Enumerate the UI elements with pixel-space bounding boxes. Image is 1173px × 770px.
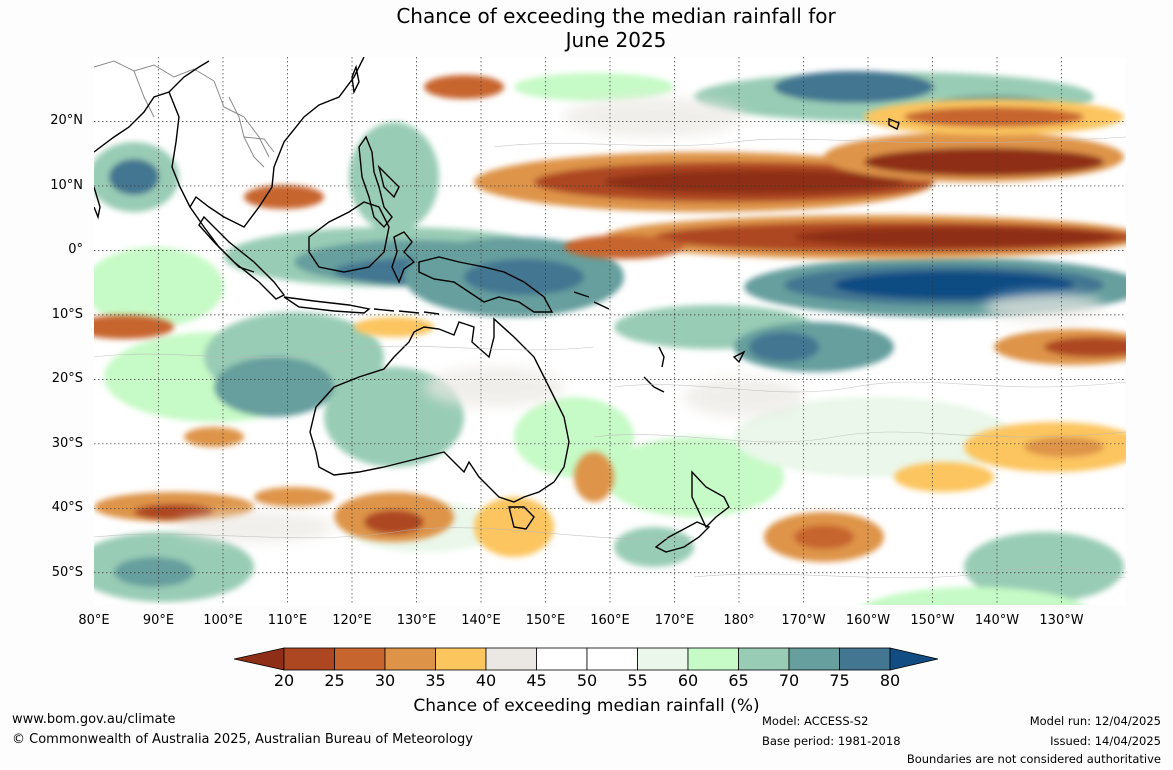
colorbar-tick-label: 20 bbox=[273, 671, 295, 690]
lat-label: 40°S bbox=[51, 500, 83, 516]
title-line-1: Chance of exceeding the median rainfall … bbox=[396, 4, 836, 28]
colorbar-segment bbox=[485, 647, 537, 671]
lat-label: 20°N bbox=[50, 113, 83, 129]
lon-label: 140°W bbox=[974, 613, 1020, 628]
lon-label: 90°E bbox=[142, 613, 175, 628]
colorbar-segment bbox=[536, 647, 588, 671]
lon-label: 170°W bbox=[781, 613, 826, 628]
colorbar-tick-label: 35 bbox=[425, 671, 446, 690]
colorbar-tick-label: 60 bbox=[677, 671, 699, 690]
colorbar-tick-label: 70 bbox=[778, 671, 800, 690]
lon-label: 100°E bbox=[203, 613, 243, 628]
colorbar-segment bbox=[586, 647, 638, 671]
lon-label: 140°E bbox=[461, 613, 501, 628]
colorbar-tick-label: 50 bbox=[576, 671, 598, 690]
base-period: Base period: 1981-2018 bbox=[762, 734, 901, 748]
lon-label: 120°E bbox=[332, 613, 372, 628]
map-svg bbox=[94, 57, 1126, 605]
colorbar-segment bbox=[738, 647, 790, 671]
colorbar bbox=[234, 647, 939, 671]
colorbar-segment bbox=[687, 647, 739, 671]
lon-label: 130°E bbox=[396, 613, 437, 628]
lon-label: 160°W bbox=[845, 613, 891, 628]
neutral-layer bbox=[174, 97, 1104, 542]
colorbar-label: Chance of exceeding median rainfall (%) bbox=[413, 696, 760, 716]
model-name: Model: ACCESS-S2 bbox=[762, 714, 869, 728]
lat-label: 30°S bbox=[51, 435, 83, 451]
colorbar-tick-label: 45 bbox=[526, 671, 547, 690]
boundaries-disclaimer: Boundaries are not considered authoritat… bbox=[906, 752, 1161, 766]
contour-lines bbox=[94, 136, 1126, 579]
lon-label: 110°E bbox=[267, 613, 308, 628]
colorbar-tick-label: 65 bbox=[728, 671, 749, 690]
lon-label: 150°E bbox=[525, 613, 566, 628]
colorbar-segment bbox=[334, 647, 386, 671]
country-borders bbox=[94, 60, 275, 168]
colorbar-segment bbox=[435, 647, 487, 671]
lat-label: 50°S bbox=[51, 564, 83, 580]
lon-label: 180° bbox=[723, 613, 755, 628]
gridlines bbox=[94, 57, 1126, 605]
lon-label: 130°W bbox=[1039, 613, 1084, 628]
model-run-date: Model run: 12/04/2025 bbox=[1029, 714, 1161, 728]
lat-label: 0° bbox=[68, 242, 83, 258]
map-title: Chance of exceeding the median rainfall … bbox=[0, 4, 1173, 52]
colorbar-tick-label: 80 bbox=[879, 671, 901, 690]
lat-label: 20°S bbox=[51, 371, 83, 387]
colorbar-tick-label: 55 bbox=[627, 671, 648, 690]
colorbar-tick-label: 25 bbox=[324, 671, 345, 690]
lon-label: 170°E bbox=[654, 613, 695, 628]
lon-label: 150°W bbox=[910, 613, 955, 628]
colorbar-arrow-high bbox=[889, 647, 939, 671]
dry-anomaly-layer bbox=[94, 75, 1126, 562]
colorbar-tick-label: 75 bbox=[829, 671, 850, 690]
issued-date: Issued: 14/04/2025 bbox=[1050, 734, 1161, 748]
lon-label: 160°E bbox=[590, 613, 630, 628]
colorbar-segment bbox=[839, 647, 891, 671]
colorbar-segment bbox=[788, 647, 840, 671]
colorbar-tick-label: 40 bbox=[475, 671, 497, 690]
lat-label: 10°S bbox=[51, 306, 83, 322]
colorbar-tick-label: 30 bbox=[374, 671, 396, 690]
coastlines bbox=[94, 57, 900, 553]
title-line-2: June 2025 bbox=[565, 28, 667, 52]
colorbar-arrow-low bbox=[234, 647, 285, 671]
colorbar-segment bbox=[283, 647, 335, 671]
lat-label: 10°N bbox=[50, 177, 83, 193]
website-link[interactable]: www.bom.gov.au/climate bbox=[12, 712, 176, 727]
copyright-text: © Commonwealth of Australia 2025, Austra… bbox=[12, 732, 473, 747]
rainfall-map bbox=[94, 57, 1126, 605]
colorbar-segment bbox=[637, 647, 689, 671]
colorbar-segment bbox=[384, 647, 436, 671]
lon-label: 80°E bbox=[78, 613, 110, 628]
